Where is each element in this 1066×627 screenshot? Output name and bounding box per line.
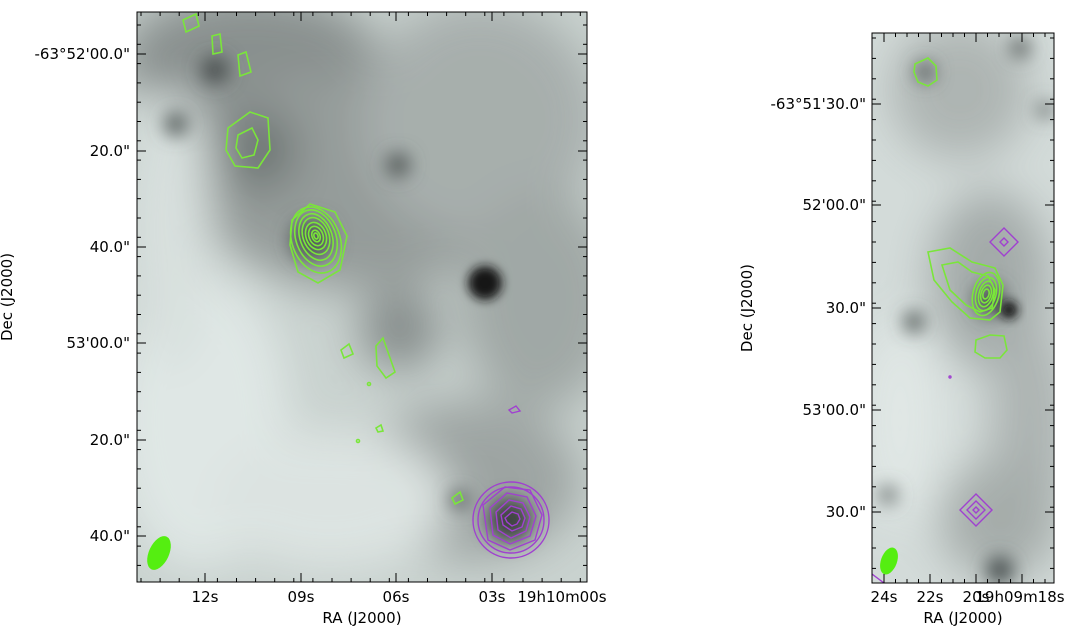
- right-minor-yticks: [872, 37, 1054, 569]
- purple-contours-right: [872, 227, 1019, 583]
- left-xtick-label-3: 03s: [479, 588, 506, 606]
- right-ytick-label-1: 52'00.0": [802, 196, 866, 214]
- right-image: [872, 33, 1054, 583]
- right-panel: -63°51'30.0" 52'00.0" 30.0" 53'00.0" 30.…: [738, 32, 1065, 627]
- left-xtick-label-0: 12s: [192, 588, 219, 606]
- right-yticks: [872, 103, 1054, 513]
- right-ytick-label-0: -63°51'30.0": [770, 95, 866, 113]
- right-xtick-label-2: 20s: [963, 588, 990, 606]
- left-ytick-label-3: 53'00.0": [66, 334, 130, 352]
- right-xaxis-label: RA (J2000): [923, 609, 1002, 627]
- left-ytick-label-2: 40.0": [90, 238, 130, 256]
- left-image: [137, 12, 587, 582]
- left-yticks: [137, 53, 587, 537]
- left-xtick-label-1: 09s: [288, 588, 315, 606]
- left-minor-yticks: [137, 24, 587, 566]
- left-frame: [136, 11, 588, 583]
- left-minor-xticks: [140, 12, 581, 582]
- left-ytick-label-1: 20.0": [90, 142, 130, 160]
- right-xtick-label-1: 22s: [917, 588, 944, 606]
- beam-ellipse-right: [880, 547, 898, 575]
- left-xticks: [204, 12, 588, 582]
- left-xaxis-label: RA (J2000): [322, 609, 401, 627]
- beam-ellipse-left: [147, 536, 171, 570]
- right-yaxis-label: Dec (J2000): [738, 264, 756, 352]
- right-xtick-label-3: 19h09m18s: [975, 588, 1064, 606]
- left-xtick-label-2: 06s: [383, 588, 410, 606]
- left-ytick-label-5: 40.0": [90, 527, 130, 545]
- right-ytick-label-3: 53'00.0": [802, 401, 866, 419]
- left-ytick-label-4: 20.0": [90, 431, 130, 449]
- left-ytick-label-0: -63°52'00.0": [34, 45, 130, 63]
- right-ytick-label-2: 30.0": [826, 299, 866, 317]
- right-ytick-label-4: 30.0": [826, 503, 866, 521]
- right-xtick-label-0: 24s: [871, 588, 898, 606]
- left-panel: -63°52'00.0" 20.0" 40.0" 53'00.0" 20.0" …: [0, 11, 607, 627]
- green-contours-right: [913, 57, 1008, 359]
- left-xtick-label-4: 19h10m00s: [517, 588, 606, 606]
- green-contours-left: [182, 12, 465, 506]
- purple-contours-left: [472, 405, 550, 559]
- right-minor-xticks: [883, 33, 1046, 583]
- left-yaxis-label: Dec (J2000): [0, 253, 16, 341]
